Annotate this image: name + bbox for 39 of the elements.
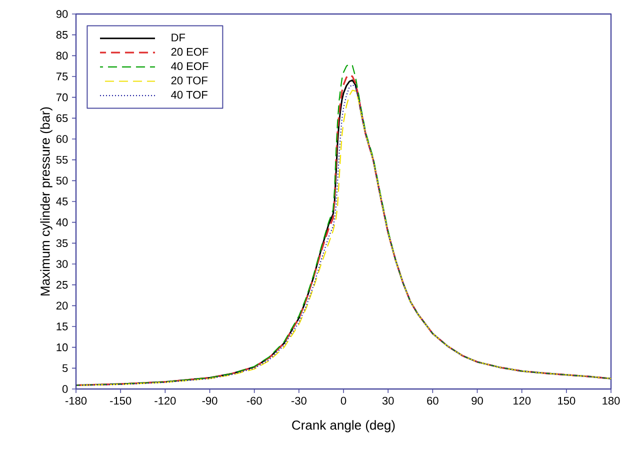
x-tick-label: -90	[202, 396, 218, 405]
legend-label: 20 EOF	[171, 48, 208, 56]
x-tick-label: 60	[427, 396, 438, 405]
y-tick-label: 35	[56, 239, 68, 248]
x-tick-label: -120	[154, 396, 176, 405]
x-axis-title: Crank angle (deg)	[292, 420, 395, 432]
y-tick-label: 80	[56, 52, 68, 60]
x-tick-label: -60	[246, 396, 262, 405]
x-tick-label: 180	[602, 396, 620, 405]
y-tick-label: 5	[62, 364, 68, 372]
y-tick-label: 40	[56, 218, 68, 226]
y-tick-label: 75	[56, 72, 68, 80]
y-tick-label: 0	[62, 385, 68, 393]
x-tick-label: 0	[340, 396, 346, 405]
x-tick-label: -150	[110, 396, 132, 405]
y-tick-label: 45	[56, 198, 68, 206]
y-tick-label: 55	[56, 156, 68, 164]
x-tick-label: 120	[514, 396, 531, 405]
y-tick-label: 90	[56, 10, 68, 18]
y-tick-label: 20	[56, 302, 68, 310]
x-tick-label: 30	[382, 396, 394, 405]
y-tick-label: 10	[56, 343, 68, 352]
y-tick-label: 60	[56, 135, 68, 143]
x-tick-label: 150	[558, 396, 576, 405]
y-tick-label: 50	[56, 176, 68, 185]
y-tick-label: 85	[56, 30, 68, 39]
y-tick-label: 30	[56, 260, 68, 268]
legend-label: 20 TOF	[171, 76, 208, 84]
x-tick-label: -30	[291, 396, 306, 405]
y-tick-label: 25	[56, 280, 68, 289]
y-tick-label: 70	[56, 93, 68, 102]
x-tick-label: -180	[65, 396, 87, 405]
x-tick-label: 90	[472, 396, 483, 405]
y-axis-title: Maximum cylinder pressure (bar)	[40, 107, 52, 296]
legend-label: 40 EOF	[171, 62, 208, 70]
legend-label: 40 TOF	[171, 90, 208, 99]
legend-label: DF	[172, 34, 186, 42]
y-tick-label: 65	[56, 114, 68, 122]
y-tick-label: 15	[56, 322, 68, 330]
